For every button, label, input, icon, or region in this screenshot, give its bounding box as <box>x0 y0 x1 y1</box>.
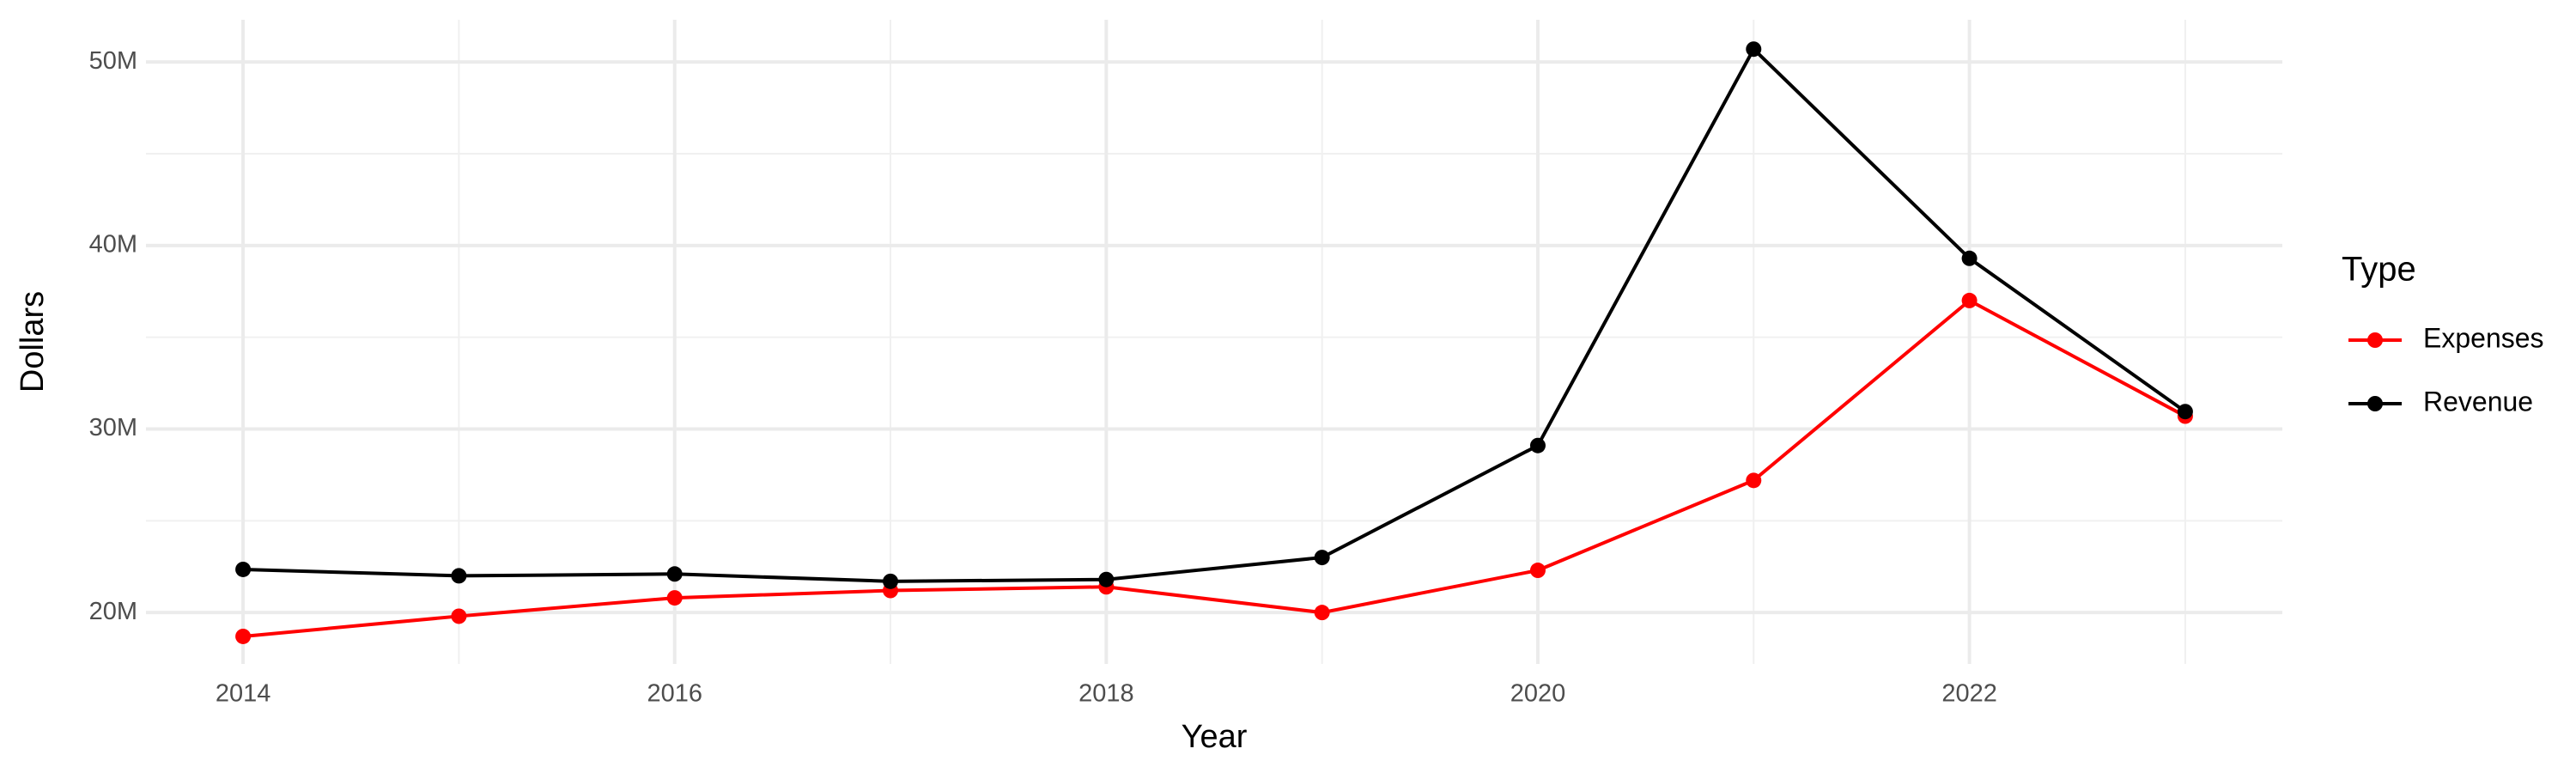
x-tick-label: 2014 <box>216 680 271 708</box>
data-point <box>666 590 683 606</box>
x-tick-label: 2018 <box>1078 680 1134 708</box>
y-axis-title: Dollars <box>15 291 51 393</box>
x-tick-label: 2016 <box>647 680 702 708</box>
data-point <box>1961 292 1978 308</box>
data-point <box>235 561 252 577</box>
data-point <box>666 566 683 582</box>
x-tick-label: 2022 <box>1941 680 1997 708</box>
y-tick-label: 50M <box>89 47 137 75</box>
data-point <box>451 568 467 584</box>
y-tick-label: 20M <box>89 598 137 625</box>
legend-label: Expenses <box>2423 322 2544 353</box>
data-point <box>235 628 252 644</box>
series-line <box>242 298 2186 638</box>
data-point <box>883 573 899 589</box>
data-point <box>1314 550 1330 566</box>
data-point <box>451 608 467 624</box>
y-tick-label: 30M <box>89 414 137 441</box>
x-axis-title: Year <box>1182 719 1248 755</box>
legend-marker <box>2367 332 2383 348</box>
data-point <box>1529 437 1546 453</box>
data-point <box>1961 250 1978 266</box>
legend-marker <box>2367 396 2383 411</box>
legend-label: Revenue <box>2423 386 2533 417</box>
data-point <box>2177 404 2193 420</box>
data-point <box>1529 563 1546 579</box>
data-point <box>1098 571 1115 587</box>
series-line <box>243 46 2187 583</box>
data-point <box>1746 41 1762 58</box>
data-point <box>1314 605 1330 621</box>
legend-title: Type <box>2342 251 2416 289</box>
y-tick-label: 40M <box>89 230 137 258</box>
x-tick-label: 2020 <box>1510 680 1566 708</box>
data-point <box>1746 472 1762 489</box>
